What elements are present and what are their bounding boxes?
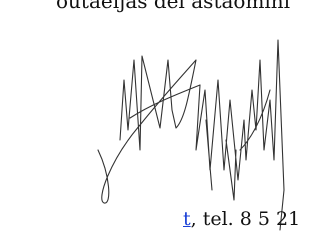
contact-link[interactable]: t (183, 208, 191, 230)
contact-text: , tel. 8 5 212 1111 (191, 208, 300, 230)
contact-line: t, tel. 8 5 212 1111 (183, 208, 300, 230)
document-page: outaeijas del astaomini t, tel. 8 5 212 … (0, 0, 300, 244)
